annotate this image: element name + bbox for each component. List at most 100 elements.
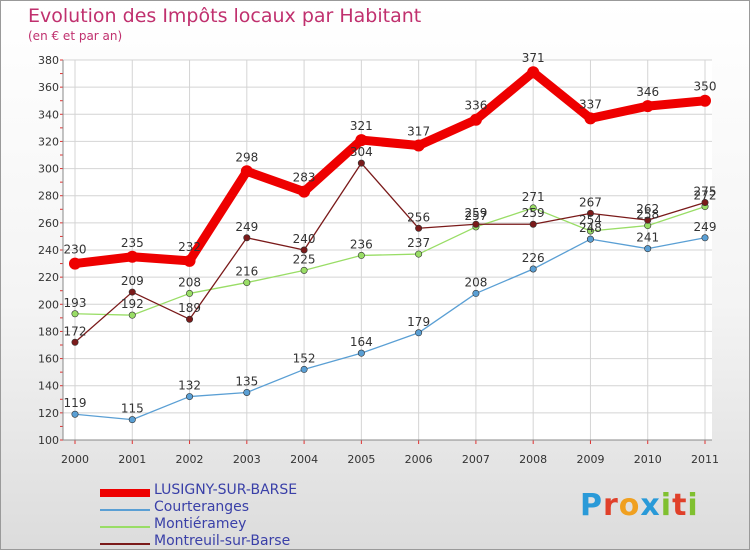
y-tick-label: 200: [38, 298, 59, 311]
x-tick-label: 2010: [634, 453, 662, 466]
y-tick-label: 360: [38, 81, 59, 94]
data-point: [355, 134, 368, 147]
data-point: [529, 265, 537, 273]
y-tick-label: 380: [38, 54, 59, 67]
data-point: [415, 224, 423, 232]
data-point: [300, 246, 308, 254]
data-label: 189: [178, 301, 201, 315]
data-point: [699, 94, 711, 107]
data-label: 237: [407, 236, 430, 250]
x-tick-label: 2008: [519, 453, 547, 466]
logo-letter: r: [603, 488, 619, 523]
data-point: [584, 112, 597, 125]
x-tick-label: 2003: [233, 453, 261, 466]
legend-label: Montiéramey: [154, 516, 247, 532]
y-tick-label: 220: [38, 271, 59, 284]
data-point: [243, 279, 251, 287]
data-label: 336: [464, 99, 487, 113]
x-tick-label: 2000: [61, 453, 89, 466]
data-label: 283: [293, 171, 316, 185]
data-point: [69, 257, 81, 270]
y-tick-label: 120: [38, 407, 59, 420]
x-tick-label: 2009: [576, 453, 604, 466]
data-label: 350: [694, 80, 717, 94]
data-label: 346: [636, 85, 659, 99]
data-label: 317: [407, 125, 430, 139]
data-label: 258: [636, 208, 659, 222]
x-tick-label: 2002: [176, 453, 204, 466]
legend-swatch: [100, 543, 150, 545]
data-point: [412, 139, 425, 152]
y-tick-label: 300: [38, 163, 59, 176]
data-label: 230: [64, 243, 87, 257]
data-point: [71, 310, 79, 318]
logo-letter: i: [687, 488, 699, 523]
data-label: 257: [464, 209, 487, 223]
data-label: 248: [579, 221, 602, 235]
chart-title: Evolution des Impôts locaux par Habitant: [28, 5, 422, 27]
data-label: 298: [235, 150, 258, 164]
data-point: [243, 234, 251, 242]
data-point: [469, 113, 482, 126]
x-tick-label: 2006: [405, 453, 433, 466]
logo-letter: P: [580, 488, 603, 523]
y-tick-label: 180: [38, 325, 59, 338]
data-point: [529, 220, 537, 228]
data-point: [71, 410, 79, 418]
data-point: [186, 393, 194, 401]
y-tick-label: 280: [38, 190, 59, 203]
data-point: [243, 388, 251, 396]
data-point: [357, 251, 365, 259]
data-label: 371: [522, 51, 545, 65]
data-point: [300, 365, 308, 373]
data-point: [586, 209, 594, 217]
y-tick-label: 260: [38, 217, 59, 230]
data-point: [71, 338, 79, 346]
data-point: [183, 254, 196, 267]
legend-label: Courteranges: [154, 499, 250, 515]
data-label: 259: [522, 206, 545, 220]
data-point: [128, 311, 136, 319]
y-tick-label: 100: [38, 434, 59, 447]
data-label: 235: [121, 236, 144, 250]
series-line: [74, 205, 706, 316]
data-point: [701, 234, 709, 242]
y-tick-label: 320: [38, 135, 59, 148]
data-point: [641, 100, 654, 113]
data-label: 241: [636, 231, 659, 245]
series-line: [74, 237, 706, 421]
data-point: [586, 235, 594, 243]
data-label: 132: [178, 379, 201, 393]
data-label: 193: [64, 296, 87, 310]
data-point: [472, 289, 480, 297]
data-label: 226: [522, 251, 545, 265]
data-point: [415, 329, 423, 337]
x-tick-label: 2011: [691, 453, 719, 466]
data-label: 164: [350, 335, 373, 349]
logo-letter: o: [618, 488, 641, 523]
x-tick-label: 2007: [462, 453, 490, 466]
data-label: 216: [235, 265, 258, 279]
data-label: 256: [407, 210, 430, 224]
x-tick-label: 2001: [118, 453, 146, 466]
data-label: 119: [64, 396, 87, 410]
data-label: 115: [121, 402, 144, 416]
y-tick-label: 140: [38, 380, 59, 393]
data-point: [186, 289, 194, 297]
data-label: 254: [579, 213, 602, 227]
data-point: [527, 66, 540, 79]
logo-letter: i: [660, 488, 673, 523]
data-label: 208: [464, 275, 487, 289]
data-label: 192: [121, 297, 144, 311]
data-point: [529, 204, 537, 212]
data-label: 225: [293, 252, 316, 266]
legend-label: Montreuil-sur-Barse: [154, 533, 291, 549]
data-label: 172: [64, 324, 87, 338]
data-label: 232: [178, 240, 201, 254]
logo-letter: x: [640, 488, 661, 523]
chart-subtitle: (en € et par an): [28, 29, 123, 43]
data-point: [644, 216, 652, 224]
data-label: 152: [293, 351, 316, 365]
x-tick-label: 2004: [290, 453, 318, 466]
